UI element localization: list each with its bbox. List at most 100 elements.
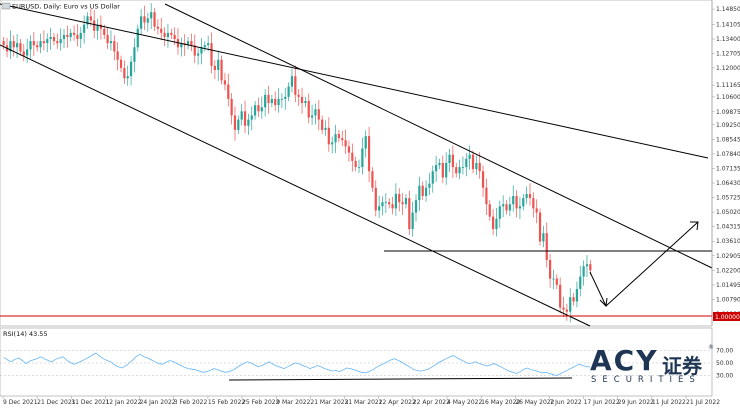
candle-body [478, 162, 481, 172]
candle-body [307, 101, 310, 118]
candle-body [233, 115, 237, 130]
price-tick-label: 1.09250 [716, 122, 740, 129]
candle-body [357, 167, 361, 168]
price-tick-label: 1.00790 [716, 296, 740, 303]
candle-body [267, 94, 270, 104]
candle-body [394, 193, 397, 209]
date-tick-label: 21 Dec 2021 [37, 399, 76, 406]
candle-body [538, 212, 542, 242]
long-term-trendline [0, 3, 709, 159]
price-tick-label: 1.06430 [716, 180, 740, 187]
candle-body [180, 43, 183, 48]
candle-body [200, 47, 203, 54]
candle-body [109, 41, 113, 44]
trendlines-group [0, 3, 713, 381]
candle-body [465, 158, 468, 168]
candle-body [445, 162, 448, 178]
date-tick-label: 3 Feb 2022 [174, 399, 208, 406]
price-tick-label: 1.10600 [716, 94, 740, 101]
candle-body [136, 28, 139, 48]
price-tick-label: 1.13400 [716, 36, 740, 43]
candle-body [247, 119, 250, 126]
candle-body [552, 278, 555, 280]
price-tick-label: 1.09875 [716, 109, 740, 116]
date-tick-label: 16 May 2022 [481, 399, 520, 406]
date-tick-label: 15 Feb 2022 [208, 399, 246, 406]
price-tick-label: 1.12705 [716, 50, 740, 57]
candle-body [113, 41, 116, 52]
candle-body [123, 67, 126, 79]
candle-body [589, 264, 592, 271]
candle-body [56, 41, 59, 44]
candle-body [532, 198, 535, 209]
candle-body [354, 160, 357, 168]
candle-body [22, 51, 25, 56]
candle-body [240, 111, 243, 120]
date-tick-label: 4 May 2022 [447, 399, 482, 406]
candle-body [143, 16, 146, 23]
candle-body [579, 276, 582, 289]
candle-body [361, 148, 364, 168]
candle-body [52, 36, 56, 42]
price-tick-label: 1.03610 [716, 238, 740, 245]
candle-body [12, 41, 15, 48]
candle-body [418, 185, 421, 201]
candle-body [435, 165, 438, 172]
candle-body [173, 34, 176, 40]
candle-body [294, 76, 297, 95]
candle-body [119, 59, 123, 68]
candle-body [39, 41, 42, 48]
price-tick-label: 1.11165 [716, 82, 740, 89]
price-tick-label: 1.08545 [716, 136, 740, 143]
date-tick-label: 9 Mar 2022 [276, 399, 310, 406]
date-tick-label: 31 Dec 2021 [71, 399, 110, 406]
symbol-label: EURUSD, Daily: Euro vs US Dollar [12, 3, 120, 11]
candle-body [451, 154, 454, 168]
candle-body [455, 167, 458, 174]
candle-body [334, 134, 337, 143]
candle-body [190, 41, 193, 46]
candle-body [351, 152, 354, 161]
candle-body [485, 187, 488, 205]
candle-body [569, 297, 572, 312]
candle-body [428, 183, 431, 188]
candle-body [250, 115, 253, 120]
price-tag-box [713, 312, 740, 321]
price-tick-label: 1.07840 [716, 151, 740, 158]
candle-body [324, 127, 327, 130]
rsi-divergence-line [228, 377, 573, 381]
candle-body [140, 16, 143, 29]
candle-body [163, 32, 166, 37]
date-tick-label: 12 Jan 2022 [105, 399, 141, 406]
candle-body [414, 200, 418, 213]
candle-body [2, 41, 5, 46]
candle-body [364, 136, 367, 149]
price-tick-label: 1.07135 [716, 165, 740, 172]
candle-body [89, 16, 92, 21]
candle-body [421, 185, 424, 197]
candle-body [69, 32, 72, 37]
candle-body [424, 187, 428, 197]
candle-body [528, 193, 532, 199]
candle-body [337, 134, 341, 139]
candle-body [562, 307, 565, 310]
price-tick-label: 1.01495 [716, 282, 740, 289]
candle-body [518, 206, 522, 209]
candle-body [62, 34, 66, 40]
projection-leg-2 [605, 221, 699, 307]
candle-body [555, 278, 558, 285]
candle-body [548, 260, 552, 279]
date-tick-label: 7 Jun 2022 [549, 399, 581, 406]
candle-body [327, 127, 330, 145]
candle-body [488, 204, 491, 217]
candle-body [371, 171, 374, 188]
candle-body [344, 140, 347, 147]
date-tick-label: 29 Jun 2022 [618, 399, 654, 406]
candle-body [59, 39, 62, 44]
projection-leg-1 [589, 271, 607, 307]
candle-body [475, 162, 478, 170]
candle-body [146, 18, 149, 23]
candle-body [150, 12, 153, 19]
candle-body [217, 59, 220, 71]
price-tag-text: 1.00000 [715, 314, 740, 321]
